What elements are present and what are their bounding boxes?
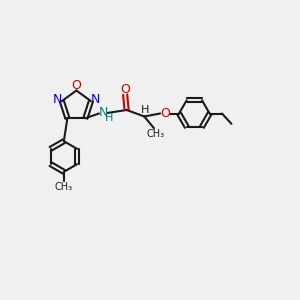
- Text: N: N: [52, 93, 62, 106]
- Text: N: N: [91, 93, 100, 106]
- Text: CH₃: CH₃: [55, 182, 73, 191]
- Text: O: O: [71, 79, 81, 92]
- Text: N: N: [99, 106, 108, 119]
- Text: H: H: [105, 112, 114, 123]
- Text: CH₃: CH₃: [146, 128, 164, 139]
- Text: O: O: [120, 82, 130, 96]
- Text: H: H: [141, 105, 150, 115]
- Text: O: O: [160, 107, 170, 120]
